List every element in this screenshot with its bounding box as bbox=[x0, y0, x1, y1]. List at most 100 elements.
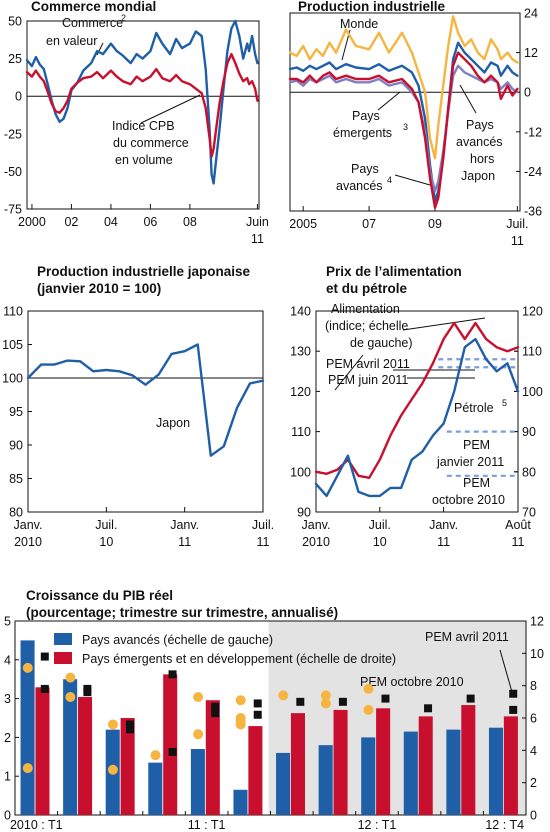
p5-bar-emerging bbox=[120, 718, 135, 815]
p5-label-pem-avril: PEM avril 2011 bbox=[425, 630, 509, 644]
p5-marker-pem-avril bbox=[509, 705, 518, 714]
p5-marker-pem-avril bbox=[125, 720, 134, 729]
p5-marker-pem-octobre bbox=[320, 698, 331, 709]
p3-series-line bbox=[26, 343, 265, 457]
p2-xtick-label: 07 bbox=[362, 217, 376, 231]
p2-label-avances-line1: Pays bbox=[351, 162, 379, 176]
p1-label-valeur-line1: Commerce bbox=[62, 16, 123, 30]
p5-marker-pem-avril bbox=[83, 688, 92, 697]
p4-frame bbox=[315, 310, 519, 513]
p5-bar-emerging bbox=[35, 687, 50, 815]
annotation-leader-line bbox=[459, 84, 477, 114]
p5-marker-pem-avril bbox=[211, 702, 220, 711]
p5-marker-pem-avril bbox=[338, 697, 347, 706]
p3-frame bbox=[27, 310, 264, 513]
p3-ytick-label: 105 bbox=[2, 338, 23, 352]
p5-marker-pem-avril bbox=[125, 725, 134, 734]
p3-xtick-label: Juil. bbox=[252, 518, 274, 532]
p3-xtick-label: Janv. bbox=[14, 518, 43, 532]
annotation-leader-line bbox=[334, 354, 364, 391]
p5-bar-advanced bbox=[190, 749, 205, 815]
p3-title: Production industrielle japonaise bbox=[37, 264, 251, 279]
p5-marker-pem-octobre bbox=[193, 729, 204, 740]
p4-series-line bbox=[314, 337, 520, 498]
p4-y2tick-label: 90 bbox=[522, 425, 536, 439]
p2-xtick-label: 2005 bbox=[289, 217, 317, 231]
p3-xtick-label: Janv. bbox=[170, 518, 199, 532]
p5-ytick-label: 3 bbox=[4, 692, 11, 706]
p4-ytick-label: 130 bbox=[290, 345, 311, 359]
p5-bar-emerging bbox=[248, 726, 263, 815]
p4-xtick-label: Juil. bbox=[369, 518, 391, 532]
p4-label-pem-octobre-line1: PEM bbox=[463, 476, 490, 490]
p1-xtick-label: 2000 bbox=[18, 215, 46, 229]
p5-bar-emerging bbox=[461, 705, 476, 815]
p3-ytick-label: 100 bbox=[2, 372, 23, 386]
p5-bar-advanced bbox=[488, 727, 504, 815]
p5-marker-pem-octobre bbox=[363, 683, 374, 694]
annotation-leader-line bbox=[394, 174, 431, 186]
p5-marker-pem-octobre bbox=[278, 690, 289, 701]
p1-label-valeur-line2: en valeur bbox=[46, 34, 97, 48]
p5-xtick-label: 11 : T1 bbox=[188, 818, 226, 832]
p2-ytick-label: -12 bbox=[524, 125, 542, 139]
p2-label-monde: Monde bbox=[340, 17, 378, 31]
p4-label-pem-juin: PEM juin 2011 bbox=[328, 373, 408, 387]
p1-ytick-label: 25 bbox=[8, 52, 22, 66]
p5-bar-emerging bbox=[418, 716, 433, 815]
p3-xtick-label: 11 bbox=[257, 535, 270, 549]
p5-y2tick-label: 0 bbox=[530, 809, 537, 823]
p1-series-line bbox=[25, 52, 259, 158]
p3-label-japon: Japon bbox=[156, 416, 190, 430]
p5-bar-advanced bbox=[446, 729, 461, 815]
p3-subtitle: (janvier 2010 = 100) bbox=[37, 281, 161, 296]
p5-marker-pem-avril bbox=[40, 684, 49, 693]
p5-marker-pem-avril bbox=[168, 670, 177, 679]
p5-ytick-label: 1 bbox=[4, 770, 11, 784]
p5-bar-emerging bbox=[290, 713, 305, 815]
p2-series-line bbox=[288, 15, 519, 160]
p5-bar-advanced bbox=[276, 752, 291, 815]
p2-ytick-label: 24 bbox=[524, 7, 538, 21]
p5-marker-pem-avril bbox=[40, 652, 49, 661]
p2-label-hors-line1: Pays bbox=[466, 118, 494, 132]
p2-ytick-label: 12 bbox=[524, 46, 538, 60]
p5-ytick-label: 0 bbox=[4, 809, 11, 823]
p5-marker-pem-avril bbox=[253, 710, 262, 719]
p4-xtick-label: Janv. bbox=[429, 518, 458, 532]
p5-marker-pem-avril bbox=[168, 747, 177, 756]
p5-xtick-label: 12 : T1 bbox=[358, 818, 397, 832]
p4-label-food-line2: (indice; échelle bbox=[325, 319, 408, 333]
p2-footnote-3: 3 bbox=[403, 122, 408, 132]
p4-label-food-line1: Alimentation bbox=[331, 302, 400, 316]
p5-marker-pem-avril bbox=[253, 699, 262, 708]
p3-xtick-label: 2010 bbox=[14, 535, 42, 549]
legend-swatch-advanced bbox=[54, 633, 72, 645]
p5-marker-pem-avril bbox=[424, 704, 433, 713]
p5-y2tick-label: 4 bbox=[530, 744, 537, 758]
p5-marker-pem-octobre bbox=[22, 763, 33, 774]
p5-marker-pem-avril bbox=[296, 697, 305, 706]
p3-xtick-label: 11 bbox=[178, 535, 191, 549]
p2-title: Production industrielle bbox=[298, 0, 446, 14]
p4-label-pem-janvier-line1: PEM bbox=[463, 438, 490, 452]
p5-xtick-label: 2010 : T1 bbox=[10, 818, 63, 832]
p1-footnote-2: 2 bbox=[121, 13, 126, 23]
p1-ytick-label: -50 bbox=[4, 165, 22, 179]
p5-ytick-label: 5 bbox=[4, 615, 11, 629]
p5-marker-pem-octobre bbox=[65, 691, 76, 702]
p1-xtick-label: 08 bbox=[183, 215, 197, 229]
legend-label-emerging: Pays émergents et en développement (éche… bbox=[82, 652, 396, 666]
p4-ytick-label: 120 bbox=[290, 385, 311, 399]
p4-xtick-label: 2010 bbox=[302, 535, 330, 549]
p5-marker-pem-octobre bbox=[22, 662, 33, 673]
p5-y2tick-label: 6 bbox=[530, 712, 537, 726]
p4-y2tick-label: 120 bbox=[522, 305, 543, 319]
p5-marker-pem-octobre bbox=[363, 704, 374, 715]
p4-ytick-label: 110 bbox=[291, 425, 311, 439]
p2-xtick-label: Juil. bbox=[506, 217, 528, 231]
p4-y2tick-label: 70 bbox=[522, 506, 536, 520]
p1-xtick-label: Juin bbox=[246, 215, 269, 229]
annotation-leader-line bbox=[499, 649, 513, 693]
